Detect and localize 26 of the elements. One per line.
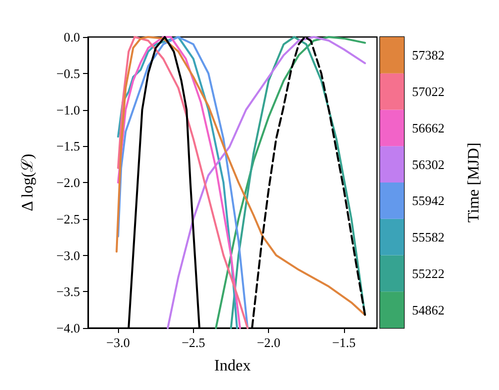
line-series (166, 36, 366, 329)
color-bar-label: 57382 (412, 48, 444, 63)
y-tick-label: −2.5 (56, 211, 80, 226)
line-series (116, 36, 366, 316)
y-tick-label: −4.0 (56, 320, 80, 336)
x-tick-label: −3.0 (106, 335, 130, 350)
color-bar-label: 55582 (412, 230, 444, 245)
y-axis-title: Δ log(ℒ) (20, 154, 36, 212)
color-bar-label: 55942 (412, 193, 444, 208)
y-tick-label: −0.5 (56, 66, 80, 81)
y-tick-label: −3.0 (56, 248, 80, 263)
y-tick-label: −1.0 (56, 102, 80, 118)
x-axis-title: Index (214, 358, 251, 374)
x-tick-label: −2.5 (182, 335, 206, 350)
y-tick-label: −3.5 (56, 284, 80, 300)
y-tick-label: 0.0 (64, 30, 80, 44)
color-bar-label: 55222 (412, 266, 444, 281)
x-tick-label: −1.5 (332, 335, 356, 350)
color-bar-title: Time [MJD] (466, 142, 482, 222)
color-bar-label: 54862 (412, 302, 444, 318)
x-tick-label: −2.0 (256, 335, 280, 350)
y-tick-label: −2.0 (56, 175, 80, 190)
color-bar-label: 57022 (412, 84, 444, 100)
color-bar-label: 56662 (412, 120, 444, 136)
y-tick-label: −1.5 (56, 138, 80, 154)
color-bar-label: 56302 (412, 156, 444, 172)
